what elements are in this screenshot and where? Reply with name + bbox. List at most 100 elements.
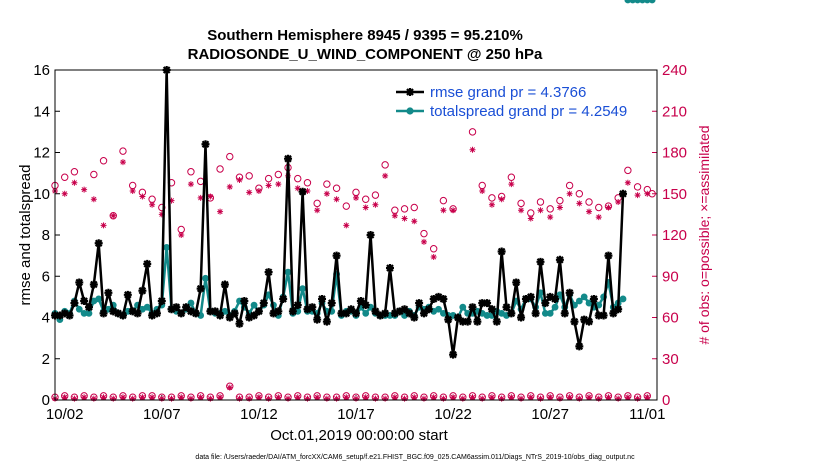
obs-possible-point <box>565 181 574 190</box>
rmse-point <box>332 251 341 260</box>
rmse-point <box>99 309 108 318</box>
obs-assimilated-point <box>81 394 88 401</box>
rmse-point <box>468 303 477 312</box>
obs-assimilated-point <box>430 254 437 260</box>
rmse-point <box>240 297 249 305</box>
rmse-point <box>225 313 234 322</box>
x-tick-label: 10/12 <box>240 406 278 423</box>
obs-possible-point <box>468 128 477 136</box>
obs-assimilated-point <box>197 194 204 201</box>
obs-assimilated-point <box>372 201 379 208</box>
obs-assimilated-point <box>343 394 350 401</box>
rmse-point <box>415 299 424 308</box>
x-tick-label: 10/22 <box>434 406 472 423</box>
obs-possible-point <box>226 152 234 161</box>
rmse-point <box>274 307 283 316</box>
rmse-point <box>551 294 560 303</box>
y2-tick-label: 150 <box>662 186 687 203</box>
spread-point <box>163 243 171 251</box>
obs-assimilated-point <box>119 394 126 401</box>
legend-rmse-label: rmse grand pr = 4.3766 <box>430 84 586 101</box>
obs-possible-point <box>575 190 584 198</box>
y-tick-label: 16 <box>33 62 50 79</box>
obs-assimilated-point <box>90 395 97 402</box>
spread-point <box>299 285 306 293</box>
obs-assimilated-point <box>401 215 408 222</box>
spread-point <box>143 303 151 311</box>
y-tick-label: 6 <box>42 268 50 285</box>
y2-tick-label: 30 <box>662 351 679 368</box>
x-tick-label: 11/01 <box>629 406 665 423</box>
rmse-point <box>497 247 506 256</box>
rmse-point <box>483 299 492 308</box>
x-axis-label: Oct.01,2019 00:00:00 start <box>270 427 448 444</box>
obs-assimilated-point <box>488 394 495 401</box>
obs-assimilated-point <box>576 200 583 207</box>
obs-assimilated-point <box>391 394 398 401</box>
rmse-point <box>580 315 589 324</box>
spread-point <box>619 295 627 303</box>
obs-assimilated-point <box>323 190 330 197</box>
obs-assimilated-point <box>187 395 194 402</box>
rmse-point <box>604 251 613 260</box>
y-tick-label: 12 <box>33 145 50 162</box>
obs-assimilated-point <box>265 395 272 402</box>
obs-assimilated-point <box>207 395 214 402</box>
spread-point <box>75 305 83 313</box>
obs-possible-point <box>274 170 283 179</box>
y2-tick-label: 240 <box>662 62 687 79</box>
spread-point <box>541 309 549 317</box>
obs-assimilated-point <box>624 394 631 401</box>
rmse-point <box>507 309 516 318</box>
rmse-point <box>60 309 69 318</box>
obs-assimilated-point <box>246 189 253 196</box>
rmse-point <box>157 297 166 305</box>
plot-area <box>55 70 657 400</box>
rmse-point <box>502 303 511 312</box>
rmse-point <box>531 309 540 318</box>
rmse-point <box>254 307 263 316</box>
obs-possible-point <box>323 180 331 188</box>
x-tick-label: 10/17 <box>337 406 375 423</box>
spread-point <box>250 301 258 309</box>
obs-assimilated-point <box>605 394 612 401</box>
obs-assimilated-point <box>634 395 641 402</box>
obs-assimilated-point <box>479 188 486 194</box>
y-tick-label: 10 <box>33 186 50 203</box>
series-group <box>51 0 656 359</box>
obs-assimilated-point <box>586 208 593 215</box>
obs-possible-point <box>99 157 108 165</box>
obs-assimilated-point <box>236 177 243 183</box>
rmse-point <box>405 309 414 318</box>
rmse-point <box>366 231 375 239</box>
obs-assimilated-point <box>362 204 369 211</box>
obs-assimilated-point <box>314 394 321 401</box>
obs-assimilated-point <box>71 179 78 186</box>
obs-possible-point <box>264 174 273 183</box>
spread-point <box>551 303 559 311</box>
obs-assimilated-point <box>547 214 554 221</box>
y-tick-label: 14 <box>33 103 50 120</box>
obs-assimilated-point <box>527 394 534 401</box>
rmse-point <box>75 278 84 287</box>
obs-assimilated-point <box>149 201 156 208</box>
rmse-point <box>118 311 127 320</box>
obs-assimilated-point <box>450 394 457 401</box>
spread-point <box>202 274 209 282</box>
rmse-point <box>94 239 103 248</box>
obs-possible-point <box>119 147 127 155</box>
obs-possible-point <box>595 203 603 212</box>
obs-possible-point <box>624 166 632 175</box>
rmse-point <box>594 311 603 320</box>
obs-assimilated-point <box>158 211 165 218</box>
spread-point <box>546 309 554 317</box>
rmse-point <box>385 264 394 272</box>
rmse-point <box>308 303 317 312</box>
rmse-point <box>560 309 569 318</box>
obs-assimilated-point <box>498 196 505 203</box>
obs-possible-point <box>90 170 98 179</box>
rmse-point <box>279 294 288 303</box>
obs-assimilated-point <box>226 384 233 391</box>
obs-assimilated-point <box>314 207 321 214</box>
